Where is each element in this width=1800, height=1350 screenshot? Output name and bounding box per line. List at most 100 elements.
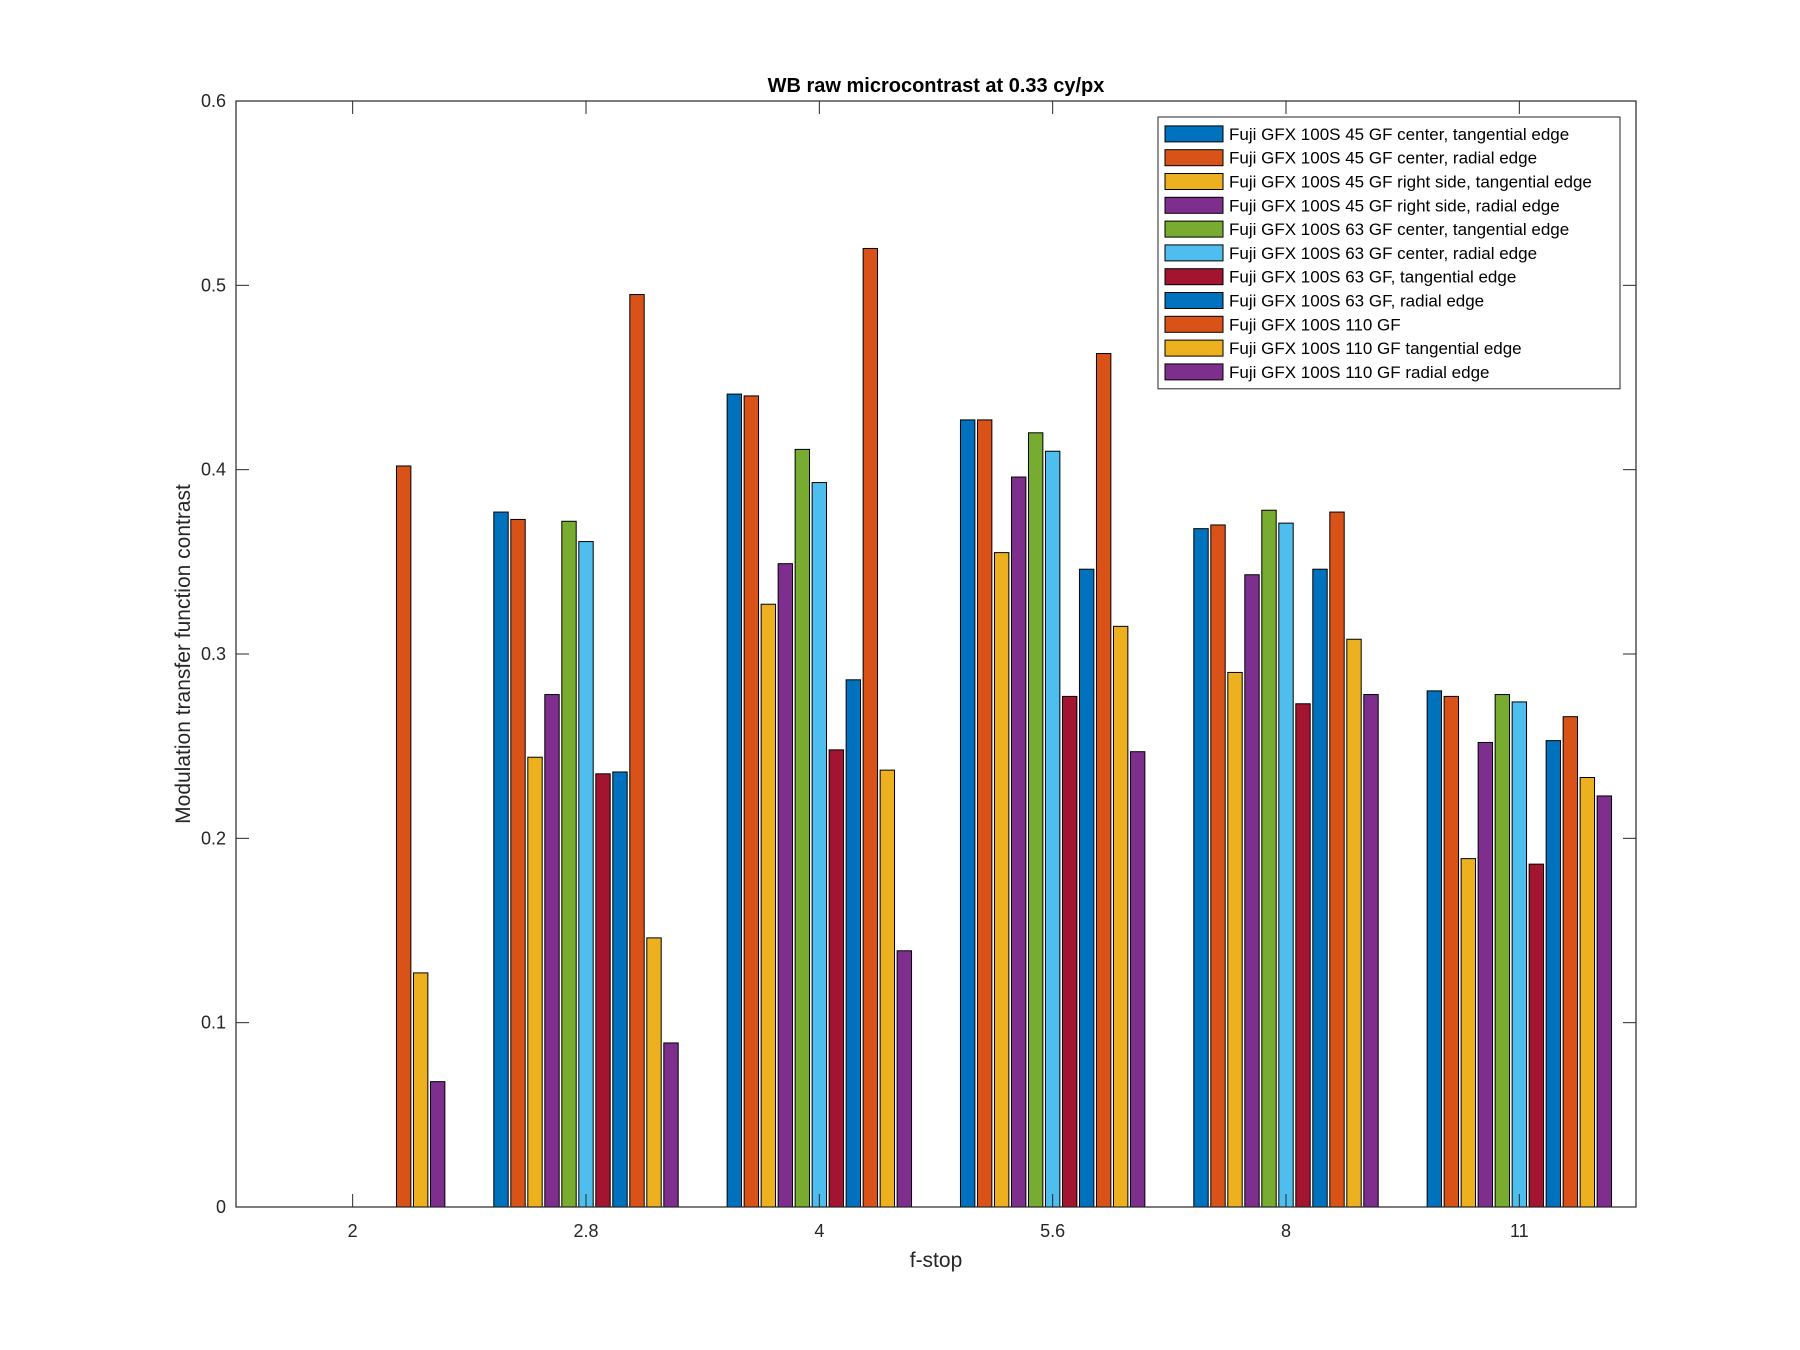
legend-entry-label: Fuji GFX 100S 45 GF right side, tangenti…: [1229, 173, 1592, 192]
bar: [845, 679, 862, 1208]
chart-title: WB raw microcontrast at 0.33 cy/px: [768, 75, 1105, 97]
bar: [1278, 522, 1294, 1208]
bar: [1363, 694, 1379, 1208]
bar: [595, 773, 611, 1208]
legend-box: [1157, 116, 1621, 390]
bar: [726, 393, 743, 1208]
bar: [412, 972, 429, 1208]
legend-entry-label: Fuji GFX 100S 45 GF right side, radial e…: [1229, 196, 1560, 215]
bar: [1579, 777, 1596, 1208]
bar: [777, 563, 794, 1208]
bar: [959, 419, 976, 1208]
bar: [1227, 671, 1243, 1208]
bar: [1528, 863, 1545, 1208]
bar: [760, 603, 777, 1208]
bar: [1545, 740, 1562, 1208]
y-tick-label: 0.4: [201, 460, 226, 480]
bar: [1095, 353, 1112, 1208]
bar: [1426, 690, 1443, 1208]
legend-entry-label: Fuji GFX 100S 110 GF: [1229, 315, 1401, 334]
bar: [663, 1042, 679, 1208]
x-tick-label: 4: [814, 1221, 824, 1241]
bar: [561, 520, 577, 1208]
bar: [1244, 574, 1260, 1208]
bar: [1443, 695, 1460, 1208]
y-tick-label: 0.2: [201, 828, 226, 848]
bar: [1061, 695, 1078, 1208]
bar: [1010, 476, 1027, 1208]
bar: [811, 482, 828, 1208]
x-tick-label: 8: [1281, 1221, 1291, 1241]
bar: [578, 541, 594, 1208]
bar: [1346, 638, 1362, 1208]
y-tick-label: 0.3: [201, 644, 226, 664]
legend-swatch: [1164, 244, 1224, 262]
legend-swatch: [1164, 363, 1224, 381]
bar: [1210, 524, 1226, 1208]
bar: [879, 769, 896, 1208]
bar: [429, 1081, 446, 1208]
legend-swatch: [1164, 292, 1224, 309]
y-tick-label: 0.5: [201, 275, 226, 295]
legend-entry-label: Fuji GFX 100S 45 GF center, tangential e…: [1229, 125, 1569, 144]
legend-swatch: [1164, 268, 1224, 286]
bar: [1511, 701, 1528, 1208]
bar: [1477, 741, 1494, 1208]
y-tick-label: 0.6: [201, 91, 226, 111]
x-tick-label: 2.8: [573, 1221, 598, 1241]
bar: [1261, 509, 1277, 1208]
bar: [1460, 858, 1477, 1208]
bar: [1329, 511, 1345, 1208]
bar: [510, 518, 526, 1208]
bar: [612, 771, 628, 1208]
bar: [527, 756, 543, 1208]
y-tick-label: 0: [216, 1197, 226, 1217]
axes-box: [235, 100, 1637, 1208]
bar: [896, 950, 913, 1208]
bar: [1312, 568, 1328, 1208]
y-axis-label: Modulation transfer function contrast: [172, 484, 195, 824]
bar: [1112, 625, 1129, 1208]
legend-entry-label: Fuji GFX 100S 63 GF, tangential edge: [1229, 268, 1516, 287]
bar: [794, 448, 811, 1208]
bar: [544, 694, 560, 1208]
bar: [976, 419, 993, 1208]
bar: [743, 395, 760, 1208]
legend-entry-label: Fuji GFX 100S 110 GF radial edge: [1229, 363, 1490, 382]
x-axis-label: f-stop: [910, 1249, 963, 1272]
bar: [1494, 694, 1511, 1208]
bar: [862, 247, 879, 1208]
bar: [1596, 795, 1613, 1208]
legend: Fuji GFX 100S 45 GF center, tangential e…: [1157, 116, 1621, 390]
x-tick-label: 2: [348, 1221, 358, 1241]
bar: [646, 937, 662, 1208]
bar: [1562, 716, 1579, 1208]
bar: [493, 511, 509, 1208]
legend-swatch: [1164, 125, 1224, 143]
bar: [828, 749, 845, 1208]
legend-swatch: [1164, 173, 1224, 190]
legend-swatch: [1164, 196, 1224, 214]
legend-swatch: [1164, 220, 1224, 238]
bar: [395, 465, 412, 1208]
y-tick-label: 0.1: [201, 1013, 226, 1033]
bar: [993, 552, 1010, 1208]
legend-swatch: [1164, 149, 1224, 167]
bar: [1078, 568, 1095, 1208]
legend-entry-label: Fuji GFX 100S 63 GF, radial edge: [1229, 292, 1484, 311]
legend-swatch: [1164, 339, 1224, 357]
bar: [1129, 751, 1146, 1208]
x-tick-label: 5.6: [1040, 1221, 1065, 1241]
legend-entry-label: Fuji GFX 100S 63 GF center, radial edge: [1229, 244, 1537, 263]
bar: [1027, 432, 1044, 1208]
legend-entry-label: Fuji GFX 100S 45 GF center, radial edge: [1229, 149, 1537, 168]
bar: [1193, 528, 1209, 1208]
bar: [629, 294, 645, 1208]
legend-swatch: [1164, 315, 1224, 333]
legend-entry-label: Fuji GFX 100S 110 GF tangential edge: [1229, 339, 1522, 358]
legend-entry-label: Fuji GFX 100S 63 GF center, tangential e…: [1229, 220, 1569, 239]
x-tick-label: 11: [1510, 1221, 1529, 1241]
bar: [1295, 703, 1311, 1208]
bar: [1044, 450, 1061, 1208]
